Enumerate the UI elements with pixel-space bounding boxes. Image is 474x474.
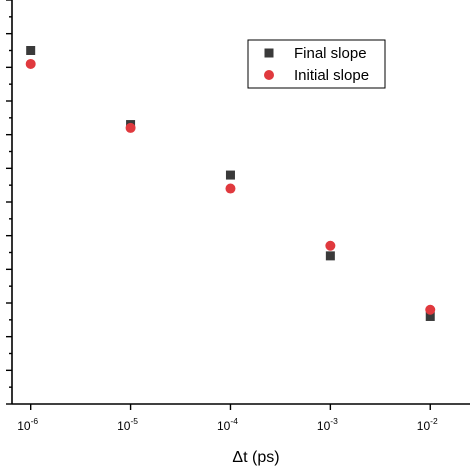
legend: Final slope Initial slope (247, 39, 386, 89)
point-final-slope (425, 311, 435, 321)
point-initial-slope (225, 183, 236, 194)
x-tick-label: 10-4 (217, 416, 238, 433)
legend-marker (264, 48, 274, 58)
point-initial-slope (125, 122, 136, 133)
point-final-slope (26, 46, 36, 55)
point-initial-slope (325, 240, 336, 251)
x-tick-label: 10-6 (17, 416, 38, 433)
point-initial-slope (25, 58, 36, 69)
point-initial-slope (425, 304, 436, 315)
data-points (25, 46, 436, 321)
axes (11, 0, 470, 405)
x-tick-label: 10-5 (117, 416, 138, 433)
point-final-slope (325, 251, 335, 261)
legend-label: Final slope (294, 45, 367, 62)
legend-label: Initial slope (294, 67, 369, 84)
legend-marker (264, 70, 274, 80)
x-axis-title: Δt (ps) (232, 449, 279, 466)
x-axis-ticks: 10-6 10-5 10-4 10-3 10-2 (17, 404, 438, 433)
x-tick-label: 10-3 (317, 416, 338, 433)
y-axis-ticks (6, 0, 12, 405)
point-final-slope (225, 170, 235, 180)
x-tick-label: 10-2 (417, 416, 438, 433)
legend-box (247, 39, 386, 89)
